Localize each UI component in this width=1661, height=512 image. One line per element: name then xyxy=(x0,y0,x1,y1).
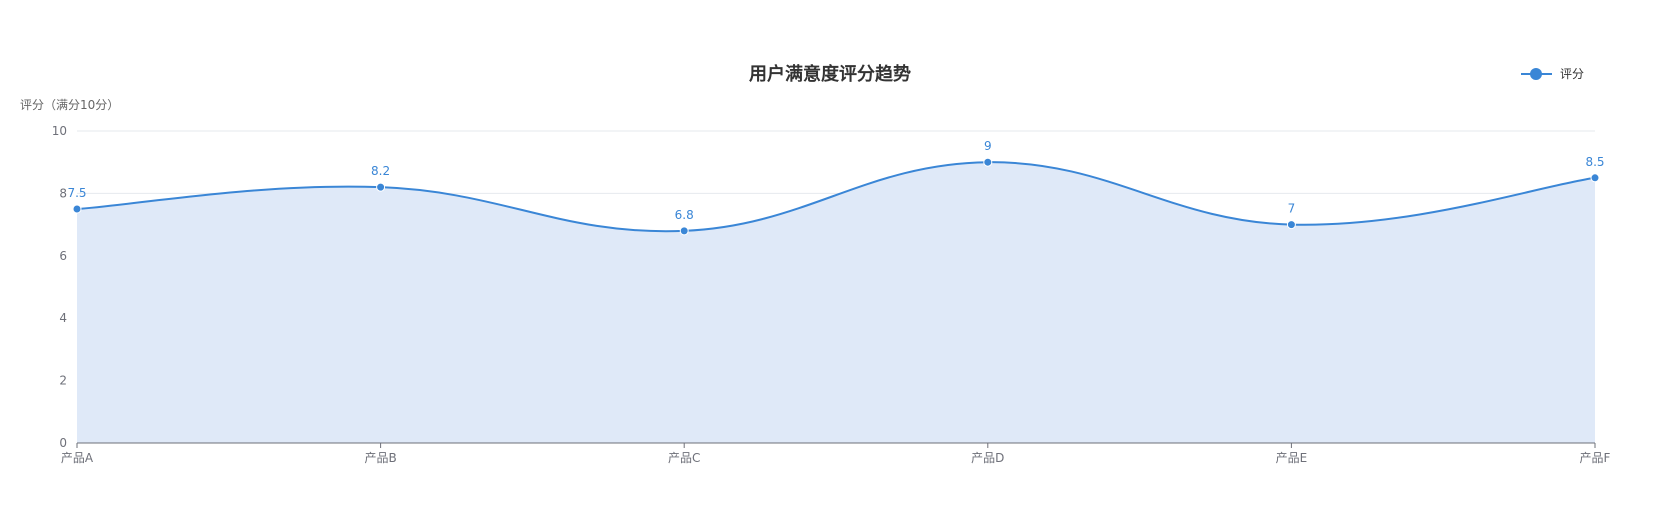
x-tick-label: 产品E xyxy=(1276,451,1308,465)
x-tick-label: 产品F xyxy=(1580,451,1611,465)
series-area xyxy=(77,162,1595,443)
y-tick-label: 10 xyxy=(52,124,67,138)
data-point xyxy=(1590,173,1600,183)
y-tick-label: 6 xyxy=(59,249,67,263)
x-tick-label: 产品A xyxy=(61,451,94,465)
data-point xyxy=(1286,220,1296,230)
data-label: 8.5 xyxy=(1585,155,1604,169)
series-line xyxy=(76,161,1596,233)
legend-label: 评分 xyxy=(1560,67,1584,81)
chart-title: 用户满意度评分趋势 xyxy=(749,63,911,85)
data-label: 7 xyxy=(1288,202,1296,216)
y-tick-label: 4 xyxy=(59,311,67,325)
y-tick-label: 0 xyxy=(59,436,67,450)
legend-marker-icon xyxy=(1530,68,1542,80)
data-point xyxy=(983,157,993,167)
data-label: 8.2 xyxy=(371,164,390,178)
data-label: 6.8 xyxy=(675,208,694,222)
data-point xyxy=(679,226,689,236)
x-tick-label: 产品C xyxy=(668,451,700,465)
legend[interactable]: 评分 xyxy=(1521,67,1584,81)
y-tick-label: 8 xyxy=(59,186,67,200)
y-tick-label: 2 xyxy=(59,374,67,388)
series-layer: 7.5 8.2 6.8 9 7 8.5 xyxy=(67,139,1605,443)
data-point xyxy=(376,182,386,192)
x-tick-label: 产品D xyxy=(971,451,1004,465)
data-label: 7.5 xyxy=(67,186,86,200)
axis-layer: 0 2 4 6 8 10 产品A 产品B 产品C 产品D 产品E 产品F xyxy=(52,124,1611,465)
data-label: 9 xyxy=(984,139,992,153)
y-axis-label: 评分（满分10分） xyxy=(20,98,119,112)
x-tick-label: 产品B xyxy=(364,451,396,465)
data-point xyxy=(72,204,82,214)
